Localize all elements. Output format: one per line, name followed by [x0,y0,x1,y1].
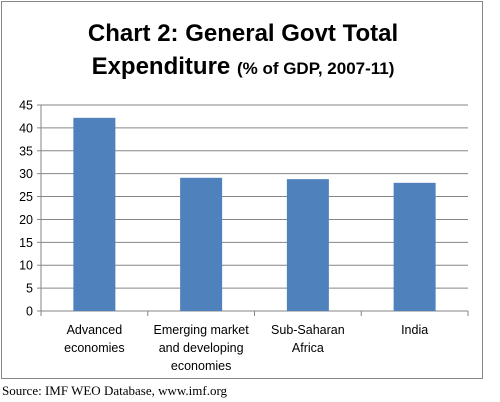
bar [393,182,436,311]
chart-frame: Chart 2: General Govt Total Expenditure … [1,1,483,379]
y-tick-label: 0 [26,305,33,319]
x-category-label: India [401,323,428,337]
chart-title-line2: Expenditure (% of GDP, 2007-11) [2,53,484,83]
y-tick-label: 20 [19,213,33,227]
x-category-label: economies [171,359,231,373]
y-tick-label: 30 [19,167,33,181]
chart-title-main-text: Expenditure [91,53,231,80]
y-tick-label: 15 [19,236,33,250]
bar-chart: 0 5 10 15 20 25 30 35 40 45 Advanced economies Emerg… [19,99,469,373]
x-category-label: Emerging market [154,323,250,337]
chart-title-unit: (% of GDP, 2007-11) [236,59,395,78]
x-category-label: and developing [159,341,244,355]
y-tick-label: 35 [19,144,33,158]
y-tick-label: 40 [19,121,33,135]
y-tick-label: 5 [26,282,33,296]
source-note: Source: IMF WEO Database, www.imf.org [2,383,228,398]
x-category-label: Africa [292,341,324,355]
x-category-label: economies [64,341,124,355]
y-tick-label: 45 [19,99,33,113]
x-category-label: Advanced [67,323,123,337]
chart-title-line1: Chart 2: General Govt Total [87,20,399,47]
y-tick-label: 25 [19,190,33,204]
x-category-label: Sub-Saharan [271,323,345,337]
y-tick-label: 10 [19,259,33,273]
bar [286,179,329,311]
bar [73,117,116,311]
bar [180,177,223,311]
